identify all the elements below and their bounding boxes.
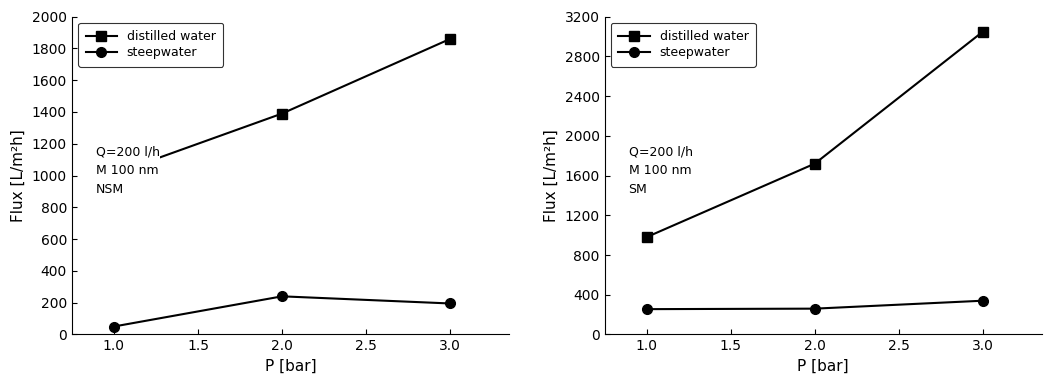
steepwater [107,324,120,329]
distilled water [444,37,457,41]
Legend: distilled water, steepwater: distilled water, steepwater [611,23,756,67]
steepwater [640,307,653,311]
distilled water [107,172,120,176]
Text: Q=200 l/h
M 100 nm
NSM: Q=200 l/h M 100 nm NSM [96,146,160,196]
Text: Q=200 l/h
M 100 nm
SM: Q=200 l/h M 100 nm SM [629,146,693,196]
distilled water [276,111,289,116]
X-axis label: P [bar]: P [bar] [797,359,849,374]
distilled water [809,161,821,166]
Y-axis label: Flux [L/m²h]: Flux [L/m²h] [12,129,26,222]
Line: distilled water: distilled water [641,27,988,242]
Line: distilled water: distilled water [108,34,455,179]
steepwater [444,301,457,306]
X-axis label: P [bar]: P [bar] [264,359,316,374]
Y-axis label: Flux [L/m²h]: Flux [L/m²h] [543,129,559,222]
Line: steepwater: steepwater [641,296,988,314]
steepwater [977,298,990,303]
steepwater [809,306,821,311]
Legend: distilled water, steepwater: distilled water, steepwater [78,23,223,67]
Line: steepwater: steepwater [108,291,455,331]
steepwater [276,294,289,299]
distilled water [977,29,990,34]
distilled water [640,235,653,239]
